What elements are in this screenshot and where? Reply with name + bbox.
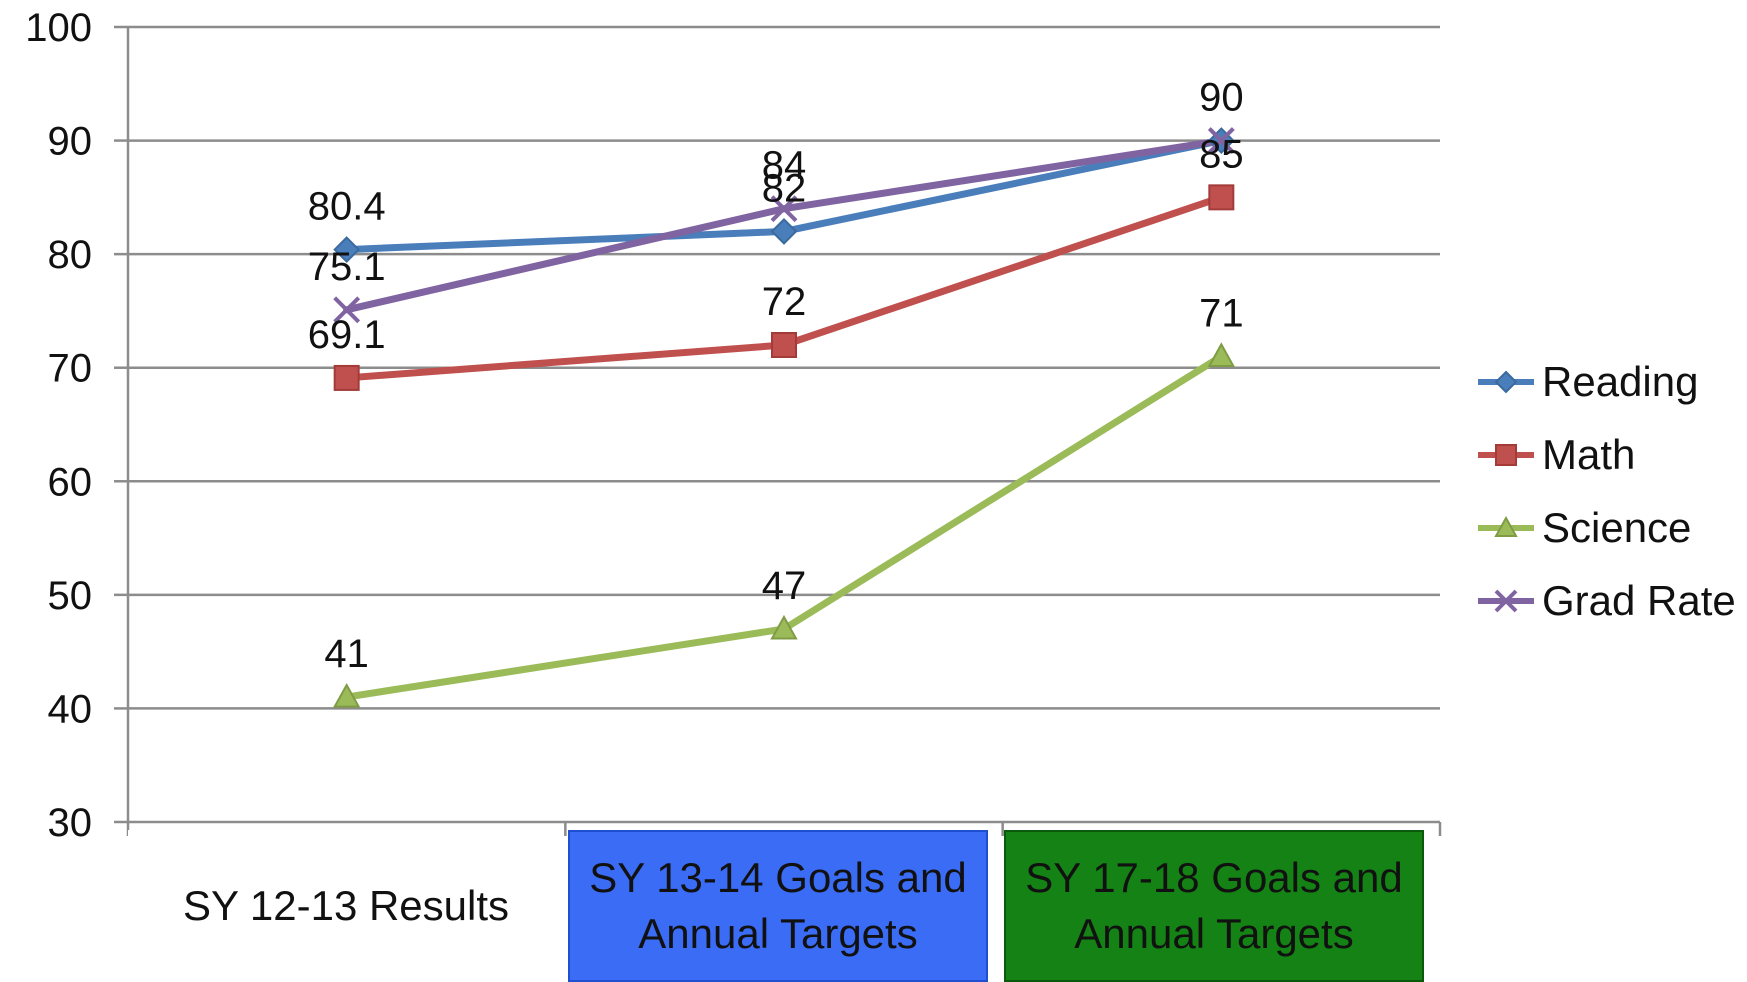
math-data-label: 85	[1199, 132, 1244, 176]
series-markers	[332, 127, 1236, 708]
reading-legend-icon	[1478, 370, 1534, 393]
science-data-label: 47	[762, 564, 807, 608]
science-data-label: 41	[324, 632, 369, 676]
y-tick-label: 80	[48, 233, 93, 277]
y-tick-label: 30	[48, 801, 93, 845]
math-marker	[1208, 184, 1235, 211]
legend-item-grad-rate: Grad Rate	[1476, 564, 1736, 637]
math-marker	[771, 332, 797, 358]
y-tick-label: 60	[48, 460, 93, 504]
axes	[126, 27, 1442, 836]
category-label-text: SY 12-13 Results	[182, 882, 510, 929]
legend-marker	[1494, 589, 1518, 612]
reading-marker	[770, 218, 798, 245]
grad-rate-marker	[770, 195, 798, 223]
category-label-text: SY 13-14 Goals and Annual Targets	[589, 854, 967, 957]
legend-marker	[1494, 515, 1518, 537]
grad-rate-legend-icon	[1478, 589, 1534, 612]
science-legend-icon	[1478, 515, 1534, 537]
reading-data-label: 90	[1199, 76, 1244, 120]
legend-marker	[1494, 370, 1518, 393]
legend-label: Science	[1542, 503, 1692, 551]
reading-data-label: 82	[762, 166, 807, 210]
math-marker	[333, 364, 360, 391]
reading-marker	[333, 236, 361, 264]
data-labels: 80.4 82 90 69.1 72 85 41 47 71 75.1 84	[308, 76, 1244, 676]
math-data-label: 69.1	[308, 313, 386, 357]
y-tick-label: 50	[48, 574, 93, 618]
grad-rate-marker	[1207, 127, 1235, 154]
science-marker	[1207, 342, 1236, 367]
legend-label: Math	[1542, 430, 1636, 478]
math-legend-icon	[1478, 443, 1534, 466]
reading-data-label: 80.4	[308, 185, 386, 229]
category-label-sy-17-18: SY 17-18 Goals and Annual Targets	[1004, 830, 1424, 982]
legend-item-math: Math	[1476, 418, 1736, 491]
legend: Reading Math Science Grad Rate	[1476, 345, 1736, 637]
y-tick-label: 40	[48, 687, 93, 731]
legend-label: Grad Rate	[1542, 576, 1736, 624]
legend-item-reading: Reading	[1476, 345, 1736, 418]
grad-rate-data-label: 84	[762, 144, 807, 188]
science-marker	[332, 683, 361, 708]
science-line	[343, 352, 1225, 701]
category-label-text: SY 17-18 Goals and Annual Targets	[1025, 854, 1403, 957]
legend-label: Reading	[1542, 357, 1699, 405]
math-data-label: 72	[762, 280, 807, 324]
category-label-sy-13-14: SY 13-14 Goals and Annual Targets	[568, 830, 988, 982]
science-marker	[770, 614, 798, 640]
y-tick-label: 90	[48, 120, 93, 164]
legend-marker	[1495, 443, 1517, 466]
grad-rate-marker	[333, 296, 361, 324]
y-tick-label: 70	[48, 347, 93, 391]
y-axis-tick-labels: 30 40 50 60 70 80 90 100	[25, 6, 92, 845]
legend-item-science: Science	[1476, 491, 1736, 564]
y-tick-label: 100	[25, 6, 92, 50]
category-label-sy-12-13: SY 12-13 Results	[128, 830, 564, 982]
gridlines	[114, 25, 1440, 824]
science-data-label: 71	[1199, 291, 1244, 335]
grad-rate-data-label: 75.1	[308, 245, 386, 289]
